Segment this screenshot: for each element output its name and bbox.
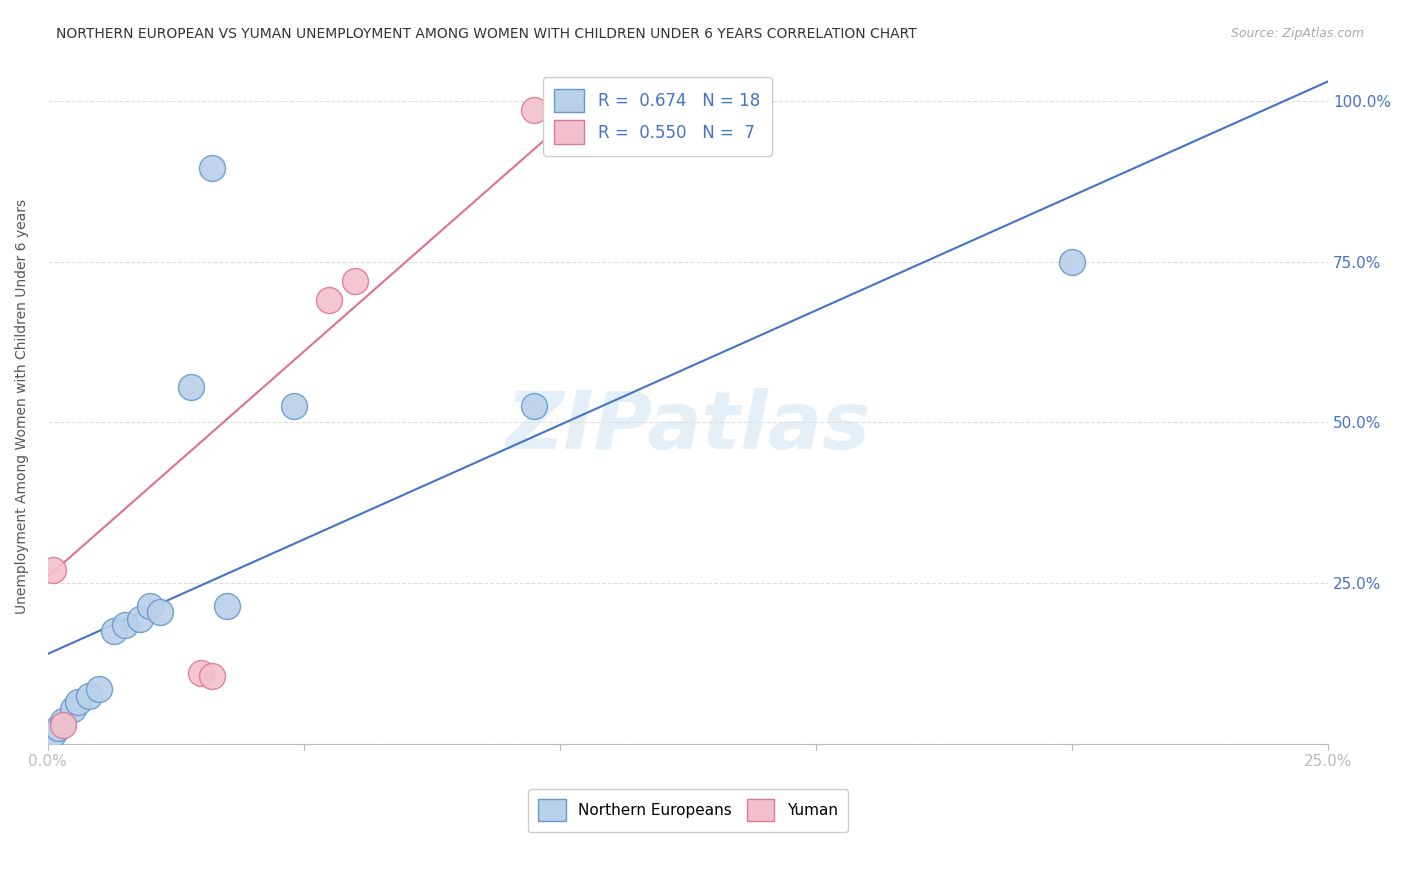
Y-axis label: Unemployment Among Women with Children Under 6 years: Unemployment Among Women with Children U…	[15, 199, 30, 614]
Point	[129, 611, 152, 625]
Point	[42, 727, 65, 741]
Legend: Northern Europeans, Yuman: Northern Europeans, Yuman	[527, 789, 848, 831]
Point	[215, 599, 238, 613]
Point	[149, 605, 172, 619]
Point	[87, 682, 110, 697]
Text: NORTHERN EUROPEAN VS YUMAN UNEMPLOYMENT AMONG WOMEN WITH CHILDREN UNDER 6 YEARS : NORTHERN EUROPEAN VS YUMAN UNEMPLOYMENT …	[56, 27, 917, 41]
Text: Source: ZipAtlas.com: Source: ZipAtlas.com	[1230, 27, 1364, 40]
Point	[523, 399, 546, 413]
Point	[52, 714, 75, 729]
Point	[67, 695, 90, 709]
Point	[283, 399, 305, 413]
Point	[180, 380, 202, 394]
Point	[62, 701, 84, 715]
Point	[1060, 254, 1083, 268]
Point	[139, 599, 162, 613]
Point	[201, 161, 224, 176]
Point	[190, 666, 212, 681]
Point	[77, 689, 100, 703]
Point	[46, 721, 69, 735]
Text: ZIPatlas: ZIPatlas	[505, 387, 870, 466]
Point	[523, 103, 546, 118]
Point	[103, 624, 125, 639]
Point	[52, 717, 75, 731]
Point	[201, 669, 224, 683]
Point	[344, 274, 367, 288]
Point	[42, 563, 65, 577]
Point	[318, 293, 340, 307]
Point	[114, 618, 136, 632]
